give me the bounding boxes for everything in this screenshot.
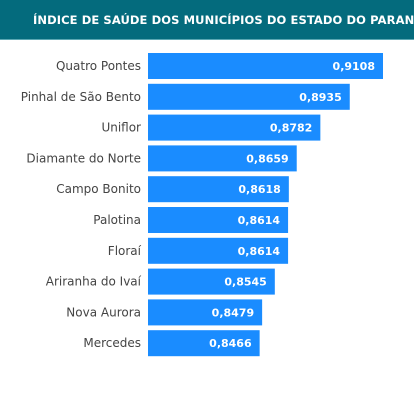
category-label: Nova Aurora [66,305,141,319]
category-label: Pinhal de São Bento [21,90,141,104]
value-label: 0,8935 [299,91,341,104]
chart-title: ÍNDICE DE SAÚDE DOS MUNICÍPIOS DO ESTADO… [33,13,414,27]
category-label: Floraí [108,244,142,258]
value-label: 0,8545 [224,276,266,289]
category-label: Palotina [93,213,141,227]
bar-2 [148,114,321,141]
value-label: 0,8466 [209,337,252,350]
value-label: 0,8618 [238,183,280,196]
chart-title-bar: ÍNDICE DE SAÚDE DOS MUNICÍPIOS DO ESTADO… [0,0,414,40]
bar-7 [148,268,275,295]
category-label: Diamante do Norte [26,151,141,165]
bar-1 [148,83,350,110]
bar-0 [148,53,383,79]
bar-6 [148,237,289,264]
value-label: 0,8614 [238,214,281,227]
category-label: Uniflor [101,121,141,135]
bar-9 [148,330,260,357]
bar-8 [148,299,263,326]
category-label: Quatro Pontes [56,59,141,73]
category-label: Campo Bonito [56,182,141,196]
category-label: Ariranha do Ivaí [46,275,142,289]
value-label: 0,9108 [333,60,375,73]
value-label: 0,8659 [246,152,288,165]
bar-5 [148,207,289,233]
value-label: 0,8614 [238,245,281,258]
value-label: 0,8479 [212,306,254,319]
bar-4 [148,176,289,203]
category-label: Mercedes [83,336,141,350]
bar-3 [148,145,297,172]
value-label: 0,8782 [270,122,312,135]
